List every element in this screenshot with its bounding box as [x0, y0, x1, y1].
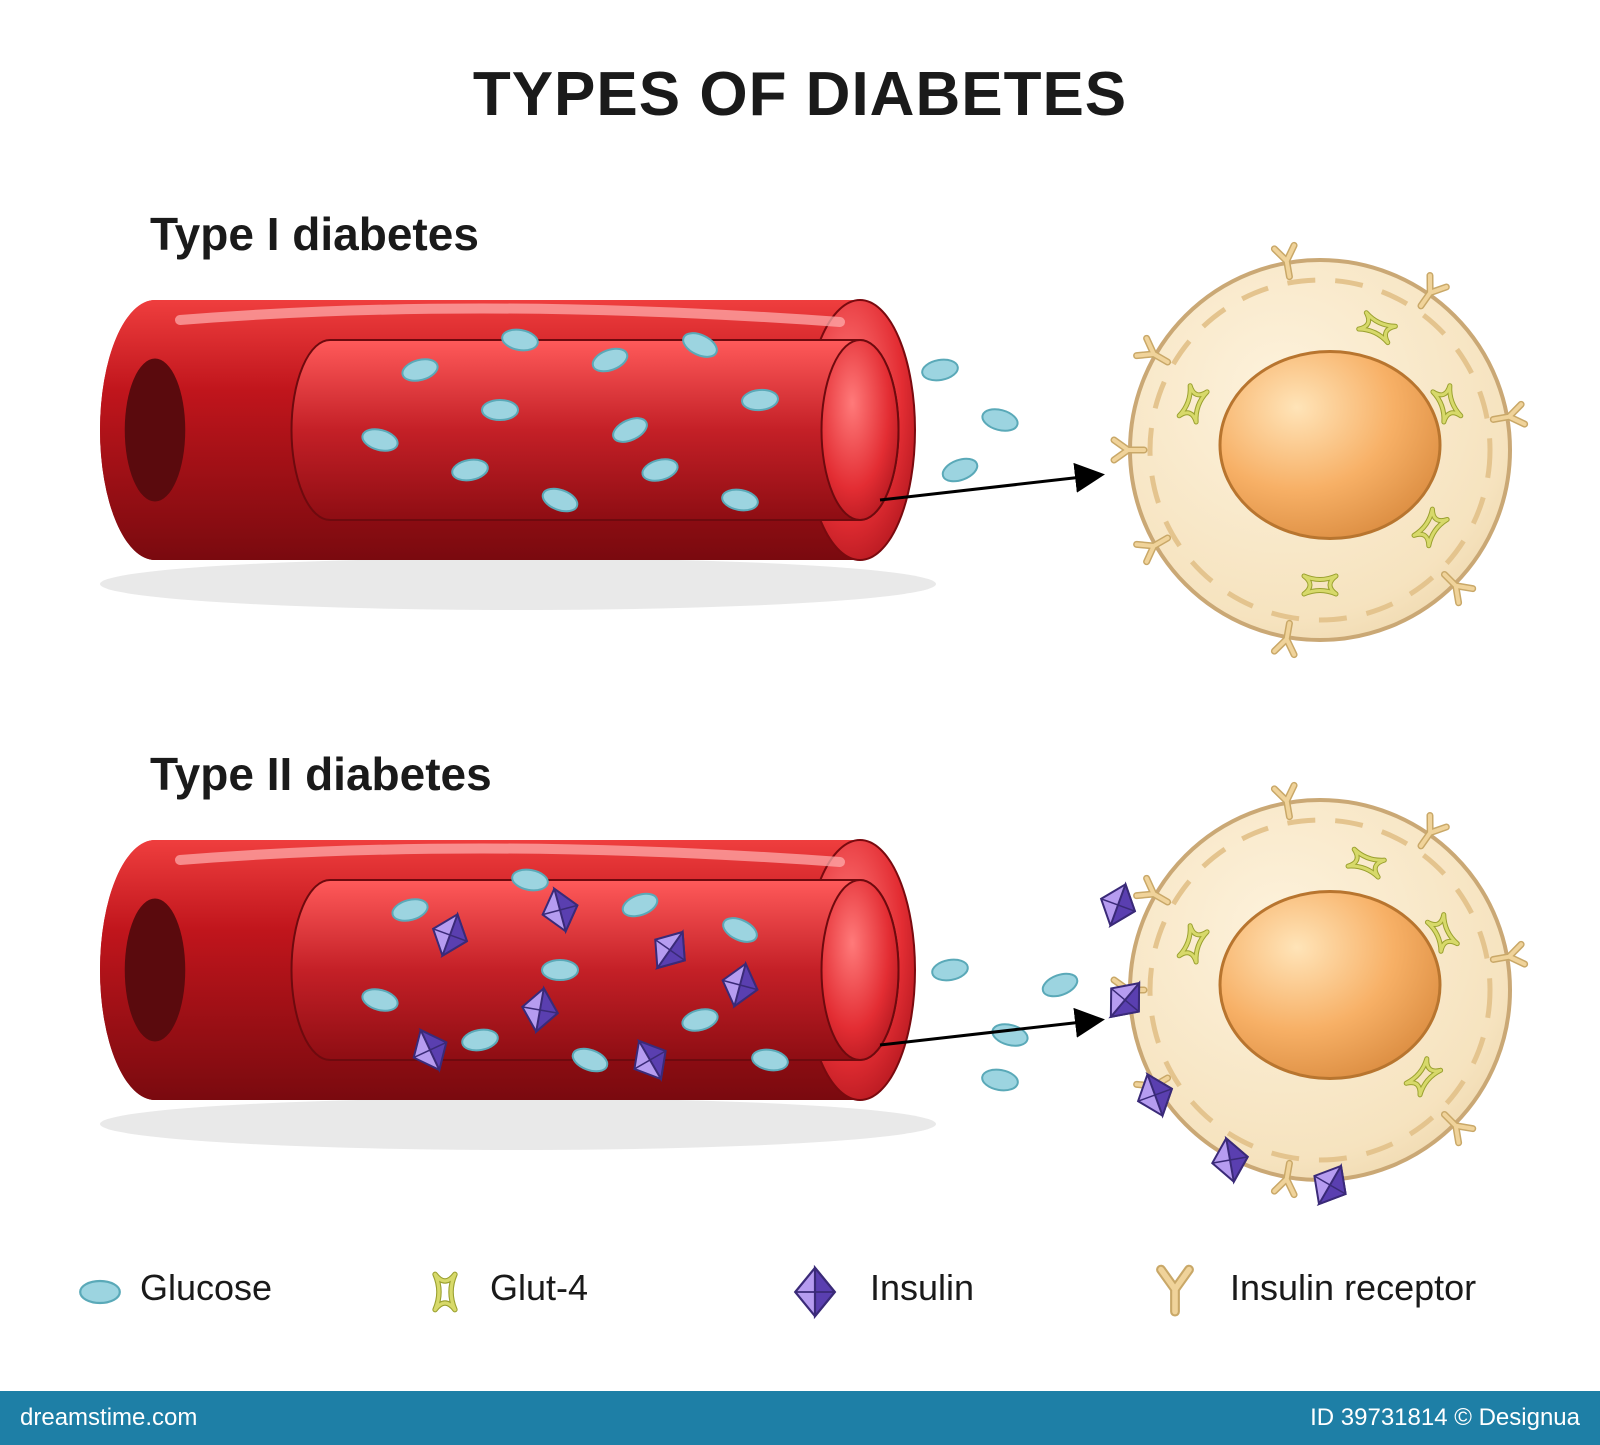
glucose-legend-icon: [80, 1281, 120, 1303]
glucose-icon: [921, 357, 960, 383]
glucose-icon: [542, 960, 578, 980]
glucose-icon: [482, 400, 518, 420]
legend-label-receptor: Insulin receptor: [1230, 1267, 1476, 1308]
legend: Glucose Glut-4 Insulin Insulin receptor: [80, 1267, 1476, 1316]
body-cell-type1: [1114, 245, 1525, 654]
arrow-type2: [880, 1020, 1100, 1045]
arrow-type1: [880, 475, 1100, 500]
glucose-icon: [981, 1067, 1020, 1093]
diagram-canvas: TYPES OF DIABETES Type I diabetes Type I…: [0, 0, 1600, 1445]
footer-left: dreamstime.com: [20, 1404, 197, 1432]
glucose-icon: [990, 1021, 1030, 1050]
body-cell-type2: [1114, 785, 1525, 1194]
type1-heading: Type I diabetes: [150, 208, 479, 260]
glucose-icon: [1040, 969, 1081, 1000]
glucose-icon: [980, 406, 1020, 435]
legend-label-glut4: Glut-4: [490, 1267, 588, 1308]
footer-right: ID 39731814 © Designua: [1310, 1404, 1580, 1432]
glucose-icon: [940, 454, 981, 485]
glut4-legend-icon: [435, 1274, 455, 1309]
receptor-legend-icon: [1161, 1270, 1189, 1312]
footer-bar: dreamstime.com ID 39731814 © Designua: [0, 1391, 1600, 1445]
legend-label-glucose: Glucose: [140, 1267, 272, 1308]
legend-label-insulin: Insulin: [870, 1267, 974, 1308]
insulin-icon: [1094, 878, 1143, 932]
type2-heading: Type II diabetes: [150, 748, 492, 800]
main-title: TYPES OF DIABETES: [473, 60, 1127, 129]
insulin-legend-icon: [795, 1268, 835, 1316]
glucose-icon: [931, 957, 970, 983]
